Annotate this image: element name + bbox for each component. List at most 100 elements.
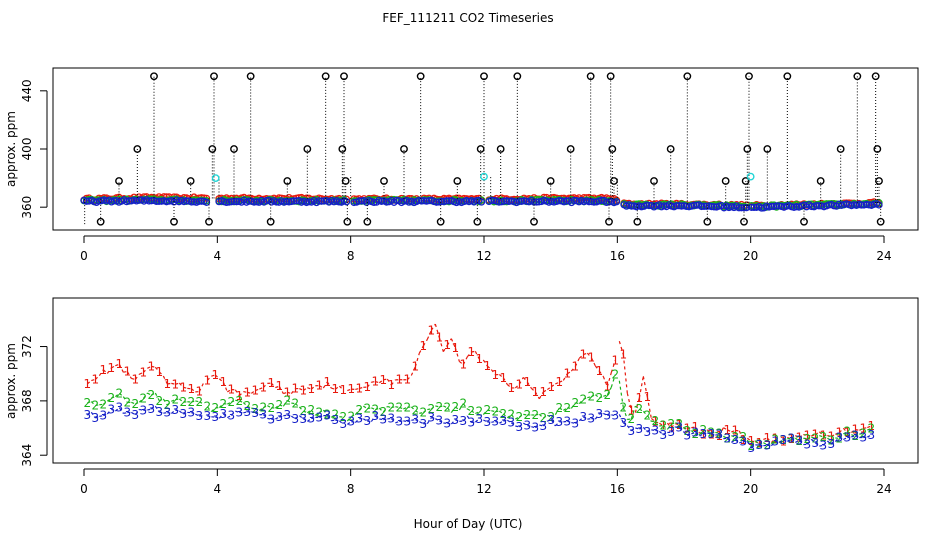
series-3-line-segment <box>691 431 696 435</box>
series-3-line-segment <box>703 432 708 435</box>
series-1-line-segment <box>835 432 840 435</box>
series-3-marker: 3 <box>292 412 300 426</box>
series-1-marker: 1 <box>692 420 700 434</box>
series-3-line-segment <box>251 411 256 414</box>
series-1-line-segment <box>831 433 836 437</box>
series-3-marker: 3 <box>388 411 396 425</box>
series-3-marker: 3 <box>316 410 324 424</box>
top-series-3-point <box>495 198 503 206</box>
series-2-marker: 2 <box>276 398 284 412</box>
series-3-marker: 3 <box>596 407 604 421</box>
series-1-line-segment <box>347 388 352 392</box>
series-1-line-segment <box>134 373 140 380</box>
series-3-marker: 3 <box>684 429 692 443</box>
series-3-marker: 3 <box>164 406 172 420</box>
top-series-3-point <box>437 197 446 206</box>
series-3-line-segment <box>787 438 792 442</box>
series-3-marker: 3 <box>532 421 540 435</box>
series-2-marker: 2 <box>252 402 260 416</box>
series-2-line-segment <box>591 394 596 398</box>
series-2-marker: 2 <box>708 426 716 440</box>
series-3-marker: 3 <box>636 422 644 436</box>
series-3-line-segment <box>867 434 872 438</box>
top-series-3-point <box>555 197 563 205</box>
series-1-marker: 1 <box>308 382 316 396</box>
series-3-line-segment <box>635 427 640 430</box>
series-3-marker: 3 <box>796 433 804 447</box>
series-3-line-segment <box>175 409 180 412</box>
series-2-marker: 2 <box>812 432 820 446</box>
series-3-line-segment <box>154 405 160 413</box>
series-3-line-segment <box>630 427 636 432</box>
series-1-marker: 1 <box>844 426 852 440</box>
series-3-marker: 3 <box>668 425 676 439</box>
series-2-line-segment <box>367 407 372 410</box>
series-3-line-segment <box>574 420 580 424</box>
series-1-line-segment <box>710 433 716 438</box>
series-1-marker: 1 <box>716 429 724 443</box>
x-tick-label: 20 <box>743 249 758 263</box>
series-2-line-segment <box>154 392 160 402</box>
series-1-line-segment <box>390 379 396 386</box>
spike-point <box>340 72 348 81</box>
series-2-line-segment <box>707 431 712 434</box>
series-2-line-segment <box>587 396 592 399</box>
series-1-marker: 1 <box>300 383 308 397</box>
series-3-marker: 3 <box>612 409 620 423</box>
series-1-line-segment <box>218 378 224 383</box>
series-2-marker: 2 <box>300 404 308 418</box>
series-3-marker: 3 <box>84 408 92 422</box>
series-3-line-segment <box>363 418 368 422</box>
series-3-line-segment <box>518 422 524 428</box>
series-2-line-segment <box>563 407 568 411</box>
top-series-3-point <box>515 197 523 205</box>
series-2-marker: 2 <box>516 410 524 424</box>
series-2-marker: 2 <box>188 395 196 409</box>
series-2-line-segment <box>267 405 272 409</box>
highlight-point <box>746 172 755 181</box>
series-1-marker: 1 <box>404 373 412 387</box>
bottom-plot-frame <box>52 297 919 464</box>
series-1-line-segment <box>666 422 672 428</box>
series-1-marker: 1 <box>804 428 812 442</box>
series-2-line-segment <box>111 395 116 399</box>
series-1-line-segment <box>670 423 676 429</box>
series-1-marker: 1 <box>380 373 388 387</box>
series-2-line-segment <box>195 400 200 403</box>
series-3-line-segment <box>111 408 116 412</box>
series-2-line-segment <box>171 399 176 402</box>
series-1-line-segment <box>359 386 364 390</box>
x-tick-label: 4 <box>214 482 222 496</box>
series-3-line-segment <box>831 441 836 445</box>
spike-point <box>246 72 255 81</box>
series-3-line-segment <box>707 432 712 435</box>
series-3-line-segment <box>346 421 352 425</box>
series-1-line-segment <box>450 338 456 349</box>
series-2-marker: 2 <box>468 404 476 418</box>
series-2-marker: 2 <box>348 410 356 424</box>
series-3-marker: 3 <box>284 408 292 422</box>
top-series-3-point <box>735 204 743 212</box>
top-series-3-point <box>135 196 143 204</box>
top-series-3-point <box>570 196 578 205</box>
series-2-line-segment <box>326 414 332 418</box>
series-1-line-segment <box>546 386 552 391</box>
series-3-line-segment <box>523 422 528 427</box>
series-2-marker: 2 <box>332 407 340 421</box>
x-tick-label: 0 <box>80 482 88 496</box>
series-1-line-segment <box>234 389 240 397</box>
series-3-line-segment <box>795 439 800 443</box>
series-1-line-segment <box>474 351 480 360</box>
series-3-marker: 3 <box>172 403 180 417</box>
series-2-line-segment <box>307 409 312 414</box>
series-2-line-segment <box>282 400 288 407</box>
spike-point <box>513 72 522 81</box>
series-1-line-segment <box>850 429 856 434</box>
series-3-line-segment <box>658 430 664 436</box>
series-3-line-segment <box>591 417 596 420</box>
series-1-line-segment <box>142 367 148 373</box>
series-1-line-segment <box>414 353 420 367</box>
series-2-line-segment <box>351 414 356 418</box>
series-2-line-segment <box>322 409 328 415</box>
series-3-marker: 3 <box>100 409 108 423</box>
